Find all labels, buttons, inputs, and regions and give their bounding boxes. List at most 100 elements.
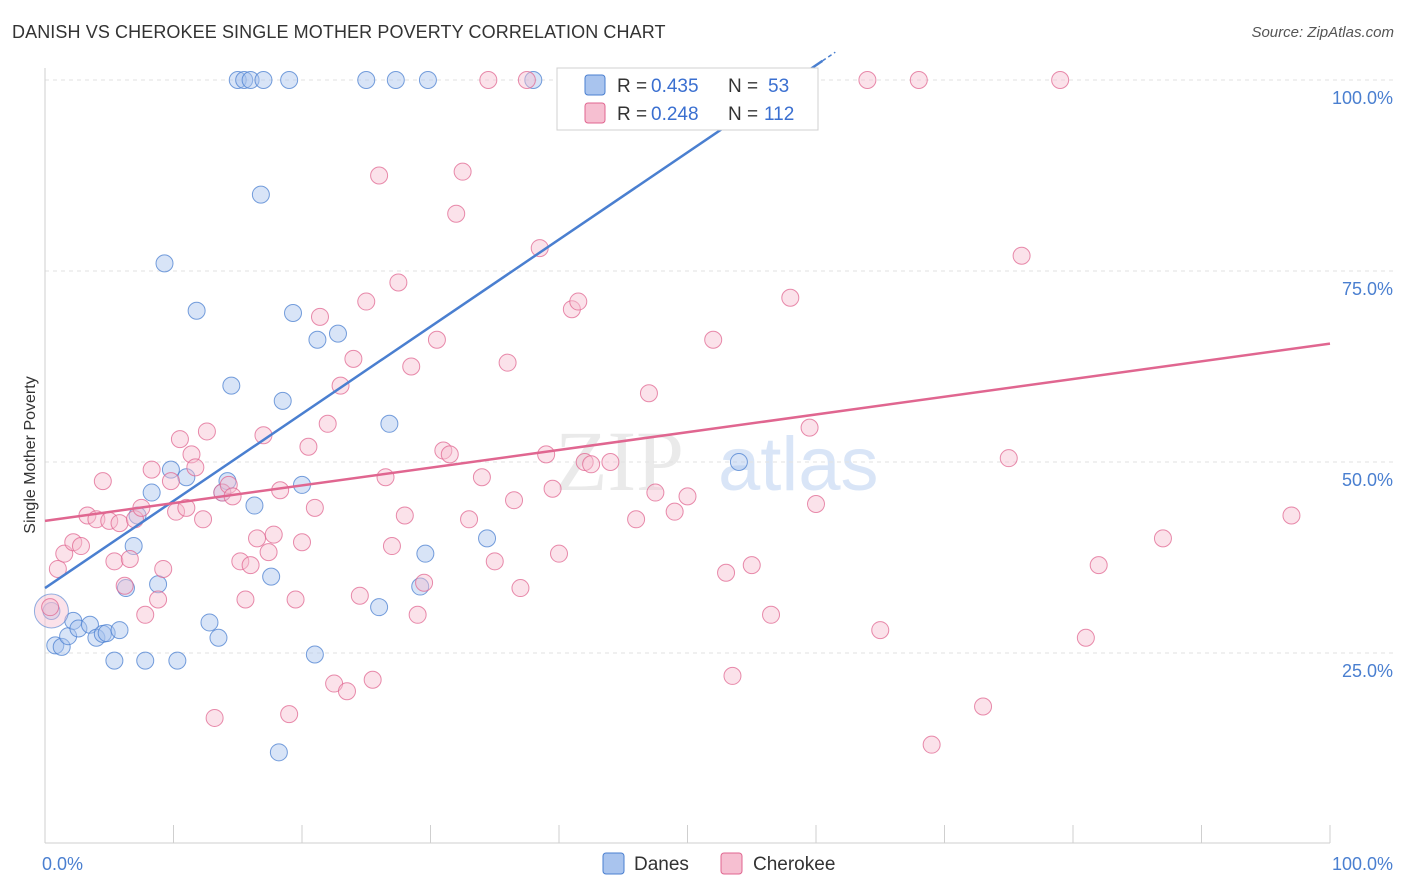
cherokee-point — [537, 445, 556, 464]
y-tick-label-50: 50.0% — [1342, 470, 1393, 490]
cherokee-point — [293, 533, 311, 552]
cherokee-point — [562, 300, 581, 319]
cherokee-point — [115, 576, 134, 595]
cherokee-point — [460, 510, 479, 529]
cherokee-point — [48, 559, 67, 578]
danes-point — [357, 71, 376, 89]
cherokee-point — [370, 166, 389, 185]
cherokee-point — [472, 468, 491, 487]
cherokee-point — [723, 666, 742, 685]
cherokee-point — [1153, 529, 1172, 548]
cherokee-point — [280, 705, 299, 724]
danes-point — [305, 645, 324, 664]
cherokee-point — [427, 330, 446, 349]
cherokee-point — [498, 353, 517, 372]
bottom-legend: Danes Cherokee — [602, 852, 835, 875]
cherokee-point — [299, 437, 318, 456]
danes-point — [328, 324, 347, 343]
chart-source: Source: ZipAtlas.com — [1251, 24, 1394, 41]
y-tick-labels: 25.0% 50.0% 75.0% 100.0% — [1332, 88, 1393, 681]
cherokee-point — [110, 514, 129, 533]
cherokee-point — [305, 498, 324, 517]
danes-point — [52, 637, 71, 656]
cherokee-point — [318, 414, 337, 433]
danes-point — [262, 567, 281, 586]
cherokee-point — [376, 468, 395, 487]
bottom-legend-swatch-cherokee — [720, 852, 743, 875]
cherokee-point — [922, 735, 941, 754]
cherokee-point — [205, 708, 224, 727]
legend-n-value-danes: 53 — [768, 76, 789, 97]
cherokee-point — [71, 537, 90, 556]
cherokee-point — [1282, 506, 1301, 525]
cherokee-point — [105, 552, 124, 571]
danes-points — [33, 71, 748, 762]
cherokee-point — [219, 475, 238, 494]
danes-point — [209, 628, 228, 647]
cherokee-point — [259, 543, 278, 562]
cherokee-point — [389, 273, 408, 292]
cherokee-point — [1076, 628, 1095, 647]
danes-point — [251, 185, 270, 204]
danes-point — [222, 376, 241, 395]
y-tick-label-25: 25.0% — [1342, 661, 1393, 681]
legend-r-label-danes: R = — [617, 76, 647, 97]
cherokee-point — [236, 590, 255, 609]
cherokee-point — [807, 495, 825, 514]
danes-point — [105, 651, 124, 670]
legend-swatch-danes — [584, 74, 606, 96]
legend-n-value-cherokee: 112 — [764, 104, 794, 125]
cherokee-point — [142, 460, 161, 479]
danes-point — [187, 301, 206, 320]
cherokee-point — [177, 498, 196, 517]
bottom-legend-label-danes: Danes — [634, 854, 689, 875]
cherokee-point — [742, 556, 761, 575]
cherokee-point — [120, 550, 139, 569]
danes-point — [386, 71, 405, 89]
danes-trend-line-dashed — [822, 51, 836, 62]
cherokee-point — [569, 292, 588, 311]
danes-point — [370, 598, 389, 617]
danes-point — [136, 651, 155, 670]
danes-point — [200, 613, 219, 632]
watermark-zip: ZIP — [555, 413, 684, 509]
cherokee-point — [704, 330, 723, 349]
danes-point — [254, 71, 273, 89]
cherokee-point — [350, 586, 369, 605]
legend-r-value-cherokee: 0.248 — [651, 104, 699, 125]
cherokee-point — [639, 384, 658, 403]
cherokee-point — [357, 292, 376, 311]
cherokee-trend-line — [44, 342, 1331, 523]
danes-point — [418, 71, 437, 89]
cherokee-point — [665, 502, 684, 521]
y-tick-label-75: 75.0% — [1342, 279, 1393, 299]
cherokee-point — [154, 559, 173, 578]
danes-point — [416, 544, 435, 563]
danes-point — [380, 414, 399, 433]
danes-point — [149, 575, 168, 594]
cherokee-point — [582, 455, 601, 474]
cherokee-point — [800, 418, 819, 437]
danes-point — [308, 330, 327, 349]
cherokee-point — [601, 453, 620, 471]
cherokee-point — [194, 510, 213, 529]
x-tick-label-max: 100.0% — [1332, 854, 1393, 874]
cherokee-point — [1089, 556, 1108, 575]
cherokee-point — [170, 430, 189, 449]
watermark-atlas: atlas — [718, 422, 879, 507]
legend-n-label-cherokee: N = — [728, 104, 758, 125]
cherokee-point — [781, 288, 800, 307]
y-axis-label: Single Mother Poverty — [22, 376, 39, 533]
cherokee-point — [186, 458, 205, 477]
cherokee-point — [511, 579, 530, 598]
legend-swatch-cherokee — [584, 102, 606, 124]
cherokee-point — [678, 487, 697, 506]
cherokee-point — [517, 71, 536, 89]
y-tick-label-100: 100.0% — [1332, 88, 1393, 108]
cherokee-point — [627, 510, 646, 529]
danes-point — [269, 743, 288, 762]
cherokee-point — [363, 670, 382, 689]
cherokee-point — [974, 697, 993, 716]
x-tick-label-min: 0.0% — [42, 854, 83, 874]
cherokee-point — [485, 552, 504, 571]
